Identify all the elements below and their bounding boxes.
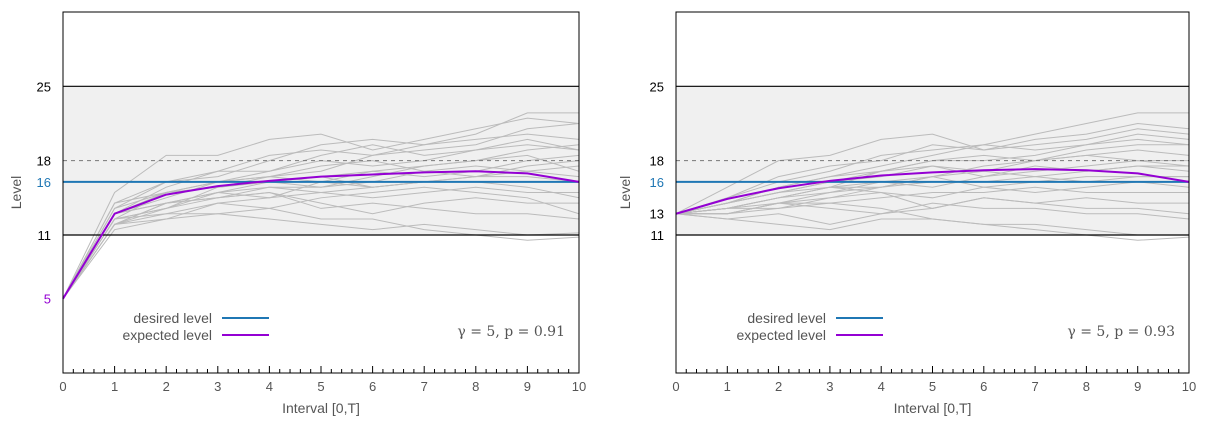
x-tick-label: 6 (369, 379, 376, 394)
parameter-annotation: γ = 5, p = 0.91 (457, 324, 565, 340)
y-tick-label: 5 (44, 292, 51, 307)
x-tick-label: 3 (214, 379, 221, 394)
x-tick-label: 5 (317, 379, 324, 394)
sample-path-13 (676, 197, 1189, 225)
legend-label-1: expected level (122, 327, 212, 343)
sample-paths (676, 112, 1189, 241)
sample-path-17 (63, 138, 579, 299)
legend-label-1: expected level (736, 327, 826, 343)
legend-label-0: desired level (133, 310, 212, 326)
x-tick-label: 1 (724, 379, 731, 394)
legend-label-0: desired level (747, 310, 826, 326)
x-tick-label: 8 (472, 379, 479, 394)
x-tick-label: 0 (59, 379, 66, 394)
y-tick-label: 25 (650, 79, 664, 94)
sample-path-14 (63, 202, 579, 299)
x-ticks (72, 366, 570, 373)
x-tick-label: 4 (266, 379, 273, 394)
x-tick-label: 0 (672, 379, 679, 394)
sample-path-15 (676, 202, 1189, 236)
expected-level-line (675, 168, 1190, 215)
sample-path-12 (676, 202, 1189, 220)
sample-path-11 (63, 191, 579, 299)
sample-path-15 (63, 213, 579, 299)
y-tick-label: 11 (651, 228, 665, 243)
sample-path-17 (676, 128, 1189, 215)
y-tick-label: 18 (650, 154, 664, 169)
x-tick-label: 9 (524, 379, 531, 394)
x-tick-label: 2 (163, 379, 170, 394)
sample-path-19 (63, 160, 579, 299)
x-tick-label: 10 (572, 379, 586, 394)
x-tick-label: 4 (878, 379, 885, 394)
chart-left: 0 1 2 3 4 5 6 7 8 9 10 5 11 16 18 25 Interval [0,T] Level… (8, 11, 586, 416)
x-tick-label: 9 (1134, 379, 1141, 394)
x-tick-label: 7 (421, 379, 428, 394)
y-tick-label: 13 (650, 207, 664, 222)
sample-path-13 (63, 186, 579, 299)
x-tick-label: 2 (775, 379, 782, 394)
y-tick-label: 16 (650, 175, 664, 190)
parameter-annotation: γ = 5, p = 0.93 (1067, 324, 1175, 340)
sample-path-1 (63, 122, 579, 299)
chart-right: 0 1 2 3 4 5 6 7 8 9 10 11 13 16 18 25 Interval [0,T] Leve… (617, 11, 1196, 416)
x-tick-label: 7 (1031, 379, 1038, 394)
x-tick-label: 10 (1182, 379, 1196, 394)
x-axis-title: Interval [0,T] (282, 400, 360, 416)
sample-path-10 (63, 181, 579, 299)
sample-path-0 (676, 112, 1189, 215)
expected-level-line (62, 170, 580, 300)
x-tick-label: 6 (980, 379, 987, 394)
sample-path-19 (676, 160, 1189, 215)
sample-paths (63, 112, 579, 299)
x-tick-label: 1 (111, 379, 118, 394)
x-ticks (685, 366, 1180, 373)
y-tick-label: 11 (38, 228, 52, 243)
y-axis-title: Level (617, 176, 633, 209)
x-axis-title: Interval [0,T] (894, 400, 972, 416)
x-tick-label: 8 (1083, 379, 1090, 394)
x-tick-label: 3 (826, 379, 833, 394)
sample-path-1 (676, 122, 1189, 215)
y-tick-label: 16 (37, 175, 51, 190)
sample-path-2 (63, 117, 579, 299)
sample-path-18 (676, 170, 1189, 215)
x-tick-label: 5 (929, 379, 936, 394)
sample-path-0 (63, 112, 579, 299)
y-tick-label: 25 (37, 79, 51, 94)
y-axis-title: Level (8, 176, 24, 209)
y-tick-label: 18 (37, 154, 51, 169)
